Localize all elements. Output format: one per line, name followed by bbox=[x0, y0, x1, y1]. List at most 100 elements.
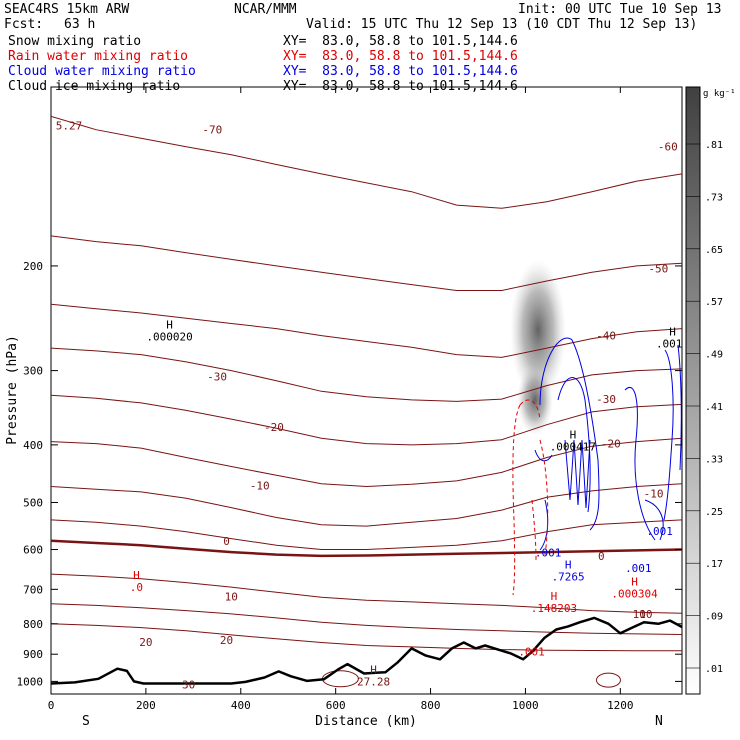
cloud-water-field-name: Cloud water mixing ratio bbox=[8, 64, 196, 79]
y-tick-label: 600 bbox=[23, 544, 43, 557]
colorbar-tick-label: .57 bbox=[705, 297, 723, 308]
colorbar-units: g kg⁻¹ bbox=[703, 89, 736, 99]
snow-field-xy: XY= 83.0, 58.8 to 101.5,144.6 bbox=[283, 34, 518, 49]
valid-time: Valid: 15 UTC Thu 12 Sep 13 (10 CDT Thu … bbox=[306, 17, 698, 32]
temperature-contour-label: 20 bbox=[220, 634, 233, 647]
x-tick-label: 1000 bbox=[512, 699, 539, 712]
x-tick-label: 800 bbox=[421, 699, 441, 712]
isotherm-line bbox=[51, 519, 682, 550]
y-tick-label: 800 bbox=[23, 618, 43, 631]
colorbar-tick-label: .17 bbox=[705, 559, 723, 570]
forecast-hour: 63 h bbox=[64, 17, 96, 32]
colorbar-tick-label: .73 bbox=[705, 192, 723, 203]
temperature-contour-label: -30 bbox=[596, 393, 616, 406]
colorbar-tick-label: .33 bbox=[705, 454, 723, 465]
colorbar-tick-label: .41 bbox=[705, 402, 723, 413]
temperature-contour-label: -20 bbox=[264, 421, 284, 434]
isotherm-line bbox=[51, 394, 682, 446]
isotherm-line bbox=[51, 347, 682, 402]
colorbar-tick-label: .25 bbox=[705, 507, 723, 518]
rain-water-contours bbox=[512, 399, 549, 596]
temperature-contour-label: 0 bbox=[223, 535, 230, 548]
cloud-ice-field-xy: XY= 83.0, 58.8 to 101.5,144.6 bbox=[283, 79, 518, 94]
temperature-contour-label: 10 bbox=[225, 591, 238, 604]
extremum-value: .000020 bbox=[146, 331, 192, 344]
init-time: Init: 00 UTC Tue 10 Sep 13 bbox=[518, 2, 722, 17]
extremum-value: .7265 bbox=[552, 571, 585, 584]
temperature-contour-label: -70 bbox=[202, 124, 222, 137]
x-tick-label: 200 bbox=[136, 699, 156, 712]
isotherm-line bbox=[51, 603, 682, 635]
center-title: NCAR/MMM bbox=[234, 2, 297, 17]
x-tick-label: 400 bbox=[231, 699, 251, 712]
model-title: SEAC4RS 15km ARW bbox=[4, 2, 130, 17]
x-tick-label: 600 bbox=[326, 699, 346, 712]
isotherm-line bbox=[51, 573, 682, 614]
colorbar-tick-label: .49 bbox=[705, 350, 723, 361]
contour-annotation: .001 bbox=[535, 547, 562, 560]
temperature-contour-label: -60 bbox=[658, 141, 678, 154]
isotherm-line bbox=[51, 303, 682, 358]
colorbar: .81 .73 .65 .57 .49 .41 .33 .25 .17 .09 .01 g kg⁻¹ bbox=[685, 86, 736, 695]
snow-shading-core bbox=[510, 260, 566, 400]
temperature-contour-label: -10 bbox=[644, 488, 664, 501]
cloud-water-contour bbox=[539, 499, 549, 551]
colorbar-ramp bbox=[685, 86, 701, 695]
temperature-contour-label: 0 bbox=[598, 550, 605, 563]
rain-water-contour bbox=[539, 439, 549, 556]
extremum-marker: H bbox=[133, 569, 140, 582]
contour-annotation: .001 bbox=[625, 562, 652, 575]
axes: 0 200 400 600 800 1000 1200 200300400500600700… bbox=[5, 87, 682, 729]
forecast-label: Fcst: bbox=[4, 17, 44, 32]
rain-water-contour bbox=[512, 404, 521, 596]
cloud-water-contour bbox=[564, 439, 591, 509]
extremum-marker: H bbox=[565, 559, 572, 572]
y-tick-label: 300 bbox=[23, 365, 43, 378]
terrain-outline bbox=[51, 616, 682, 685]
extremum-value: .000417 bbox=[550, 440, 596, 453]
colorbar-tick-label: .01 bbox=[705, 664, 723, 675]
temperature-contour-label: -30 bbox=[207, 371, 227, 384]
y-tick-label: 700 bbox=[23, 583, 43, 596]
extremum-marker: H bbox=[570, 428, 577, 441]
temperature-contour-label: -50 bbox=[648, 263, 668, 276]
x-axis: 0 200 400 600 800 1000 1200 bbox=[48, 87, 634, 712]
colorbar-tick-label: .65 bbox=[705, 245, 723, 256]
temperature-contour-label: 10 bbox=[633, 608, 646, 621]
isotherm-line bbox=[51, 623, 682, 652]
temperature-contour-label: 20 bbox=[139, 636, 152, 649]
rain-water-contour bbox=[531, 499, 537, 561]
cloud-water-contour bbox=[557, 377, 591, 513]
colorbar-ticks: .81 .73 .65 .57 .49 .41 .33 .25 .17 .09 .01 bbox=[686, 140, 723, 675]
extremum-value: .000304 bbox=[611, 588, 658, 601]
snow-shading-tail bbox=[517, 365, 553, 435]
temperature-contour-label: -20 bbox=[601, 438, 621, 451]
extremum-value: .0010 bbox=[656, 338, 689, 351]
extremum-marker: H bbox=[551, 590, 558, 603]
cloud-water-contour bbox=[644, 499, 664, 541]
cloud-water-contour bbox=[539, 337, 600, 531]
extremum-marker: H bbox=[631, 576, 638, 589]
extremum-value: .0 bbox=[130, 581, 143, 594]
extremum-value: 27.28 bbox=[357, 676, 390, 689]
temperature-contour-label: -10 bbox=[250, 479, 270, 492]
x-tick-label: 1200 bbox=[607, 699, 634, 712]
snow-field-name: Snow mixing ratio bbox=[8, 34, 142, 49]
cloud-water-contour bbox=[677, 344, 682, 471]
extremum-value: .148203 bbox=[531, 602, 577, 615]
contour-annotation: 10 bbox=[639, 608, 652, 621]
isotherm-line bbox=[51, 437, 682, 488]
contour-annotation: .001 bbox=[646, 525, 673, 538]
y-tick-label: 900 bbox=[23, 648, 43, 661]
terrain-line bbox=[51, 616, 682, 685]
colorbar-tick-label: .81 bbox=[705, 140, 723, 151]
y-tick-label: 500 bbox=[23, 496, 43, 509]
cloud-water-contours bbox=[534, 337, 682, 551]
plot-frame bbox=[50, 86, 683, 695]
y-axis-label: Pressure (hPa) bbox=[5, 335, 20, 445]
extremum-marker: H bbox=[370, 664, 377, 677]
temperature-contour-label: 30 bbox=[182, 679, 195, 692]
y-tick-label: 200 bbox=[23, 260, 43, 273]
